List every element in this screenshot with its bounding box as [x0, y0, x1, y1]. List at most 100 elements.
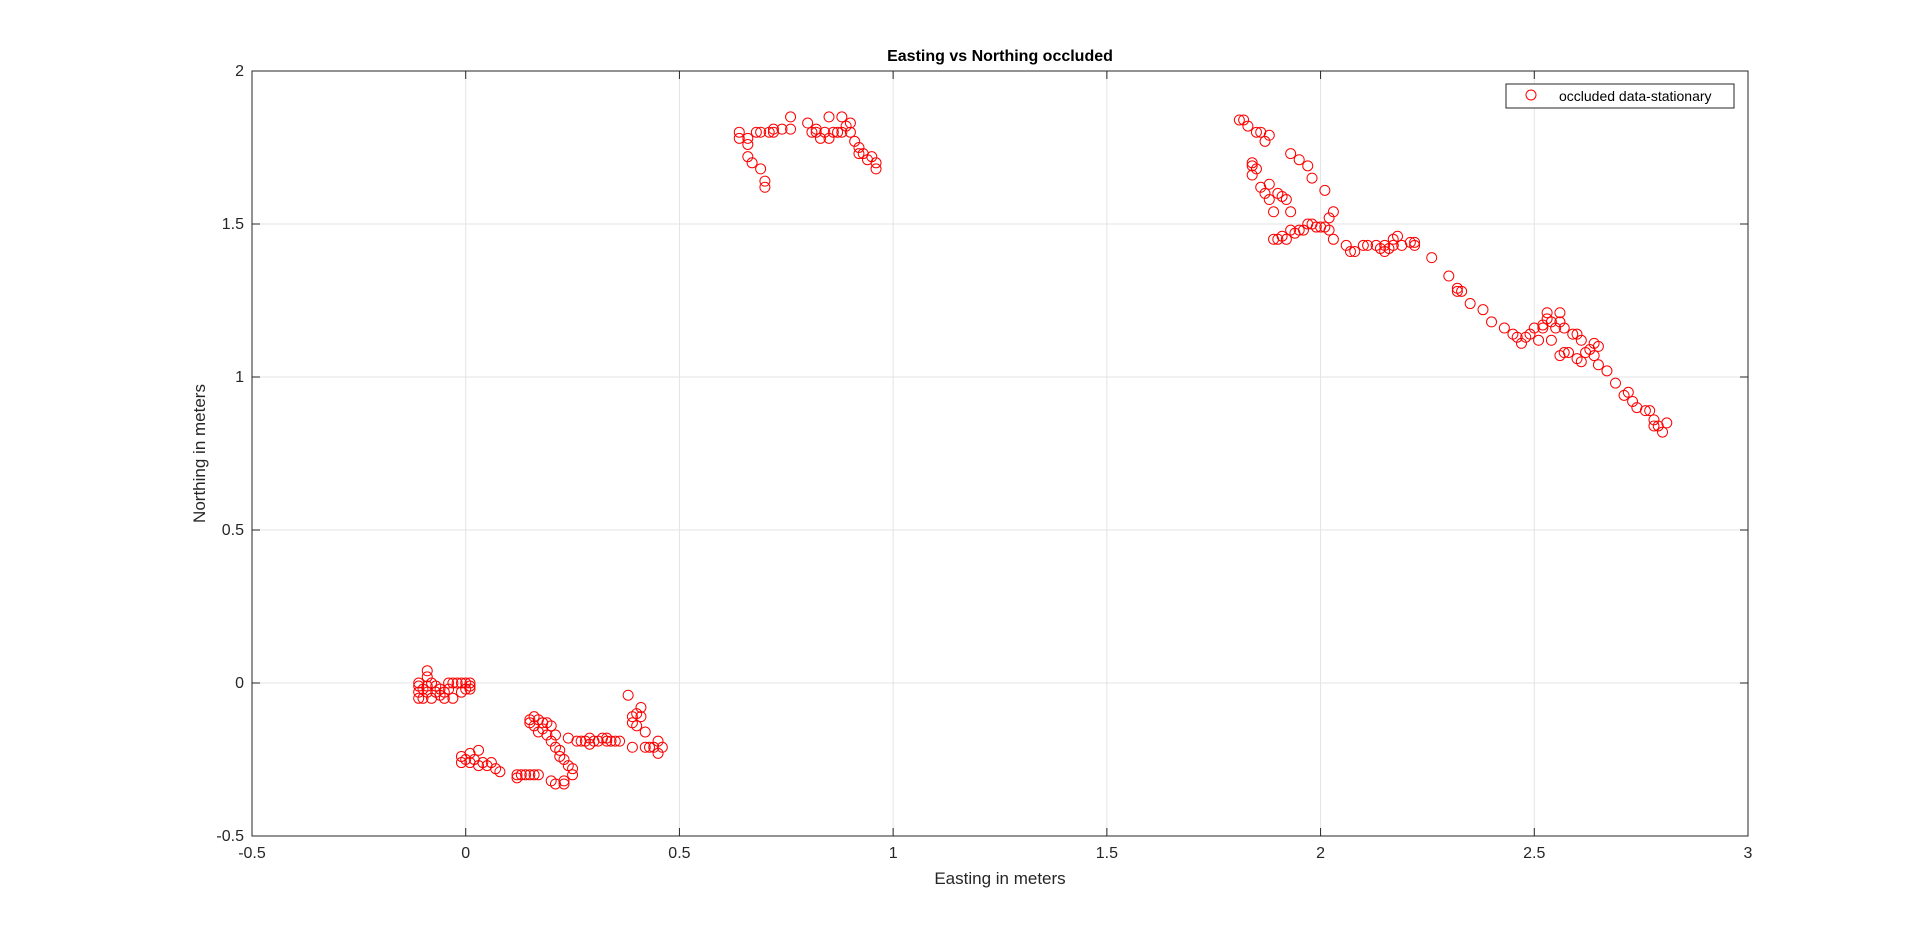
- data-point: [1268, 206, 1280, 218]
- x-tick-label: 0.5: [668, 845, 690, 862]
- data-point: [639, 741, 651, 753]
- data-point: [549, 729, 561, 741]
- data-point: [1242, 120, 1254, 132]
- data-point: [652, 735, 664, 747]
- data-point: [1558, 322, 1570, 334]
- data-point: [844, 117, 856, 129]
- data-point: [1392, 230, 1404, 242]
- legend-marker-icon: [1525, 89, 1537, 101]
- x-tick-label: 0: [461, 845, 470, 862]
- data-point: [1349, 246, 1361, 258]
- data-point: [639, 726, 651, 738]
- data-point: [767, 123, 779, 135]
- data-point: [827, 126, 839, 138]
- data-point: [464, 677, 476, 689]
- data-point: [1387, 239, 1399, 251]
- data-point: [558, 775, 570, 787]
- data-point: [1250, 126, 1262, 138]
- data-point: [558, 754, 570, 765]
- data-point: [1259, 135, 1271, 147]
- data-point: [652, 747, 664, 759]
- data-point: [1409, 239, 1421, 251]
- x-tick-label: 3: [1744, 845, 1753, 862]
- data-point: [635, 711, 647, 723]
- y-tick-label: 1: [235, 369, 244, 386]
- legend[interactable]: occluded data-stationary: [1505, 83, 1735, 109]
- data-point: [1246, 157, 1258, 169]
- data-point: [1263, 178, 1275, 190]
- data-point: [823, 111, 835, 123]
- data-point: [849, 135, 861, 147]
- x-tick-label: 2.5: [1523, 845, 1545, 862]
- data-point: [1409, 236, 1421, 248]
- data-point: [1486, 316, 1498, 328]
- data-point: [413, 692, 425, 704]
- data-point: [554, 744, 566, 756]
- data-point: [622, 689, 634, 701]
- data-point: [656, 741, 668, 753]
- data-point: [443, 677, 455, 689]
- data-point: [785, 111, 797, 123]
- data-point: [1550, 322, 1562, 334]
- data-point: [1622, 386, 1634, 398]
- data-point: [473, 744, 485, 756]
- data-point: [1609, 377, 1621, 389]
- data-point: [1498, 322, 1510, 334]
- data-point: [1558, 347, 1570, 359]
- data-point: [1319, 184, 1331, 196]
- data-point: [755, 163, 767, 175]
- data-point: [511, 769, 523, 781]
- data-points: [413, 111, 1673, 790]
- axes-frame: [251, 70, 1749, 837]
- data-point: [524, 769, 536, 781]
- data-point: [733, 132, 745, 144]
- data-point: [421, 686, 433, 698]
- data-point: [755, 126, 767, 138]
- data-point: [1644, 405, 1656, 417]
- data-point: [1306, 172, 1318, 184]
- x-tick-label: 1: [889, 845, 898, 862]
- data-point: [1246, 169, 1258, 181]
- data-point: [541, 729, 553, 741]
- data-point: [1340, 239, 1352, 251]
- data-point: [836, 126, 848, 138]
- data-point: [417, 692, 429, 704]
- data-point: [648, 741, 660, 753]
- data-point: [1293, 154, 1305, 166]
- data-point: [1293, 224, 1305, 236]
- data-point: [614, 735, 626, 747]
- data-point: [1297, 224, 1309, 236]
- data-point: [1451, 285, 1463, 297]
- data-point: [1344, 246, 1356, 258]
- data-point: [853, 148, 865, 160]
- data-point: [823, 132, 835, 144]
- data-point: [421, 671, 433, 683]
- data-point: [1443, 270, 1455, 282]
- data-point: [515, 769, 527, 781]
- data-point: [605, 735, 617, 747]
- data-point: [567, 763, 579, 775]
- data-point: [785, 123, 797, 135]
- data-point: [567, 769, 579, 781]
- data-point: [644, 741, 656, 753]
- data-point: [1515, 337, 1527, 349]
- y-tick-label: 0.5: [222, 522, 244, 539]
- data-point: [742, 132, 754, 144]
- data-point: [1601, 365, 1613, 377]
- data-point: [853, 142, 865, 153]
- data-point: [1627, 395, 1639, 407]
- x-tick-label: 1.5: [1096, 845, 1118, 862]
- data-point: [1464, 298, 1476, 310]
- data-point: [1323, 212, 1335, 224]
- data-point: [870, 163, 882, 175]
- data-point: [494, 766, 506, 778]
- data-point: [844, 126, 856, 138]
- data-point: [1280, 233, 1292, 245]
- data-point: [1661, 417, 1673, 429]
- data-point: [1545, 316, 1557, 328]
- data-point: [1310, 221, 1322, 233]
- data-point: [1524, 328, 1536, 340]
- data-point: [464, 680, 476, 692]
- data-point: [832, 126, 844, 138]
- data-point: [1327, 233, 1339, 245]
